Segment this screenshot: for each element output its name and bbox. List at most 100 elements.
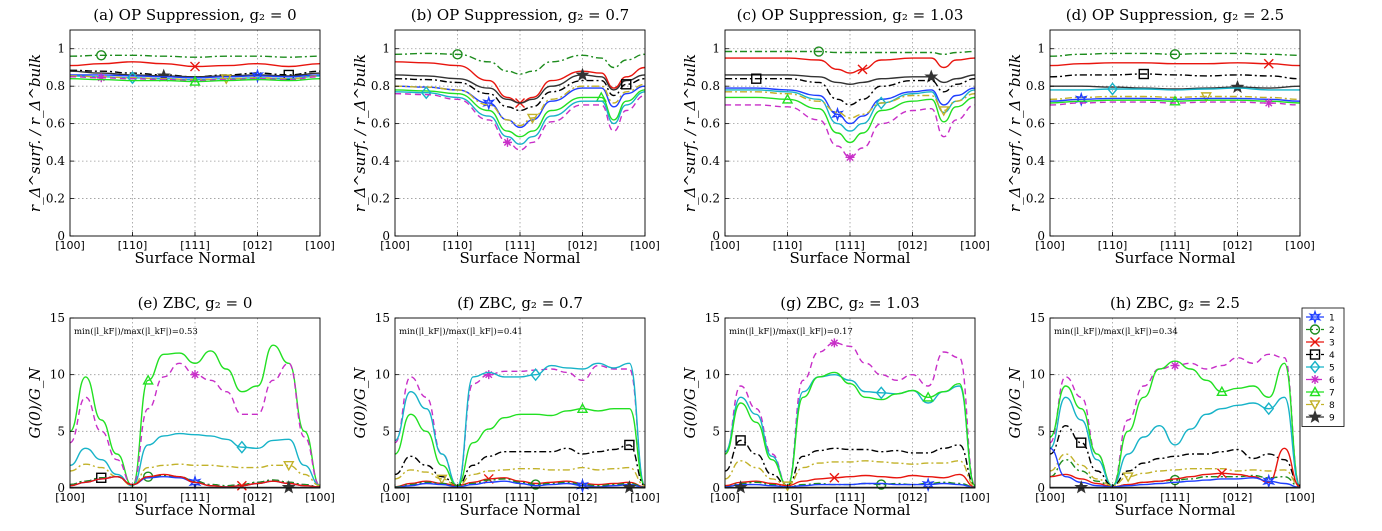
series-marker-3 [236,480,247,491]
series-line-8 [69,75,321,81]
x-tick-label: [110] [118,239,148,252]
panel-title: (f) ZBC, g₂ = 0.7 [457,294,583,312]
y-tick-label: 0.8 [46,79,65,93]
series-marker-1 [830,106,845,122]
y-tick-label: 1 [712,42,720,56]
series-line-9 [1050,85,1301,90]
legend-label-1: 1 [1329,314,1335,324]
y-tick-label: 0.6 [1026,117,1045,131]
x-axis-label: Surface Normal [1115,249,1236,267]
series-marker-9 [1230,79,1245,94]
y-tick-label: 15 [705,311,720,325]
x-tick-label: [100] [1285,491,1315,504]
x-tick-label: [100] [55,239,85,252]
series-marker-1 [921,477,935,493]
x-tick-label: [012] [1223,491,1253,504]
y-tick-label: 0 [57,229,65,243]
x-tick-label: [012] [243,491,273,504]
series-line-7 [724,371,976,487]
y-tick-label: 0.6 [46,117,65,131]
series-marker-4 [1076,437,1087,448]
x-tick-label: [100] [1035,491,1065,504]
panel-title: (e) ZBC, g₂ = 0 [138,294,253,312]
series-marker-6 [1170,361,1180,371]
x-tick-label: [110] [443,491,473,504]
x-tick-label: [111] [835,239,865,252]
series-line-5 [69,432,321,487]
series-line-5 [724,373,976,487]
legend-marker-8 [1309,400,1321,411]
legend-label-8: 8 [1329,401,1335,411]
legend-label-3: 3 [1329,339,1335,349]
y-tick-label: 0.2 [701,192,720,206]
legend-label-7: 7 [1329,389,1335,399]
x-tick-label: [012] [568,239,598,252]
legend-marker-7 [1309,386,1321,397]
x-tick-label: [110] [773,491,803,504]
panel-title: (g) ZBC, g₂ = 1.03 [780,294,919,312]
ratio-annotation: min(|l_kF|)/max(|l_kF|)=0.41 [399,326,523,337]
legend-marker-4 [1309,349,1321,360]
x-tick-label: [111] [180,239,210,252]
series-marker-4 [621,79,632,90]
series-marker-3 [1263,58,1274,69]
panel-e: 0 5 10 15 [100] [110] [111] [012] [100] (e) ZBC, … [26,294,335,519]
series-line-3 [1049,62,1301,67]
x-tick-label: [012] [1223,239,1253,252]
series-line-7 [394,407,646,487]
series-line-7 [394,89,646,138]
y-tick-label: 0 [57,481,65,495]
series-line-8 [394,466,646,487]
x-tick-label: [110] [118,491,148,504]
series-marker-7 [1216,385,1228,396]
series-line-4 [724,439,976,487]
x-axis-label: Surface Normal [460,501,581,519]
ratio-annotation: min(|l_kF|)/max(|l_kF|)=0.34 [1054,326,1178,337]
series-marker-6 [1264,98,1274,108]
x-axis-label: Surface Normal [135,501,256,519]
y-tick-label: 10 [375,368,390,382]
series-marker-2 [530,479,541,490]
x-tick-label: [012] [898,491,928,504]
series-line-2 [725,50,976,56]
series-line-6 [725,104,976,159]
series-line-9 [394,74,646,104]
y-tick-label: 0 [382,481,390,495]
x-axis-label: Surface Normal [790,501,911,519]
series-line-3 [394,477,646,488]
legend-label-9: 9 [1329,414,1335,424]
legend-marker-9 [1308,409,1322,423]
series-marker-3 [857,64,868,75]
series-line-5 [394,91,646,145]
x-tick-label: [012] [568,491,598,504]
y-tick-label: 0.2 [1026,192,1045,206]
panel-title: (a) OP Suppression, g₂ = 0 [93,6,296,24]
series-line-5 [1049,396,1301,487]
series-line-2 [394,52,646,75]
x-axis-label: Surface Normal [135,249,256,267]
y-axis-label: G(0)/G_N [351,367,369,439]
ratio-annotation: min(|l_kF|)/max(|l_kF|)=0.53 [74,326,198,337]
y-tick-label: 0 [382,229,390,243]
legend: 1 2 3 4 5 6 7 8 9 [1301,307,1345,427]
y-tick-label: 0 [712,229,720,243]
y-tick-label: 0.8 [701,79,720,93]
y-tick-label: 0.6 [371,117,390,131]
legend-label-5: 5 [1329,364,1335,374]
y-tick-label: 0 [1037,229,1045,243]
series-marker-1 [482,95,496,111]
y-tick-label: 15 [50,311,65,325]
y-tick-label: 1 [1037,42,1045,56]
series-line-8 [1049,453,1301,487]
series-line-4 [725,77,976,106]
series-marker-6 [484,370,494,380]
x-tick-label: [100] [380,239,410,252]
series-marker-7 [142,374,154,385]
x-tick-label: [100] [1285,239,1315,252]
panel-title: (d) OP Suppression, g₂ = 2.5 [1066,6,1284,24]
y-tick-label: 10 [50,368,65,382]
y-tick-label: 0 [712,481,720,495]
y-tick-label: 0.4 [46,154,65,168]
plot-frame [724,29,976,237]
series-marker-6 [829,338,839,348]
